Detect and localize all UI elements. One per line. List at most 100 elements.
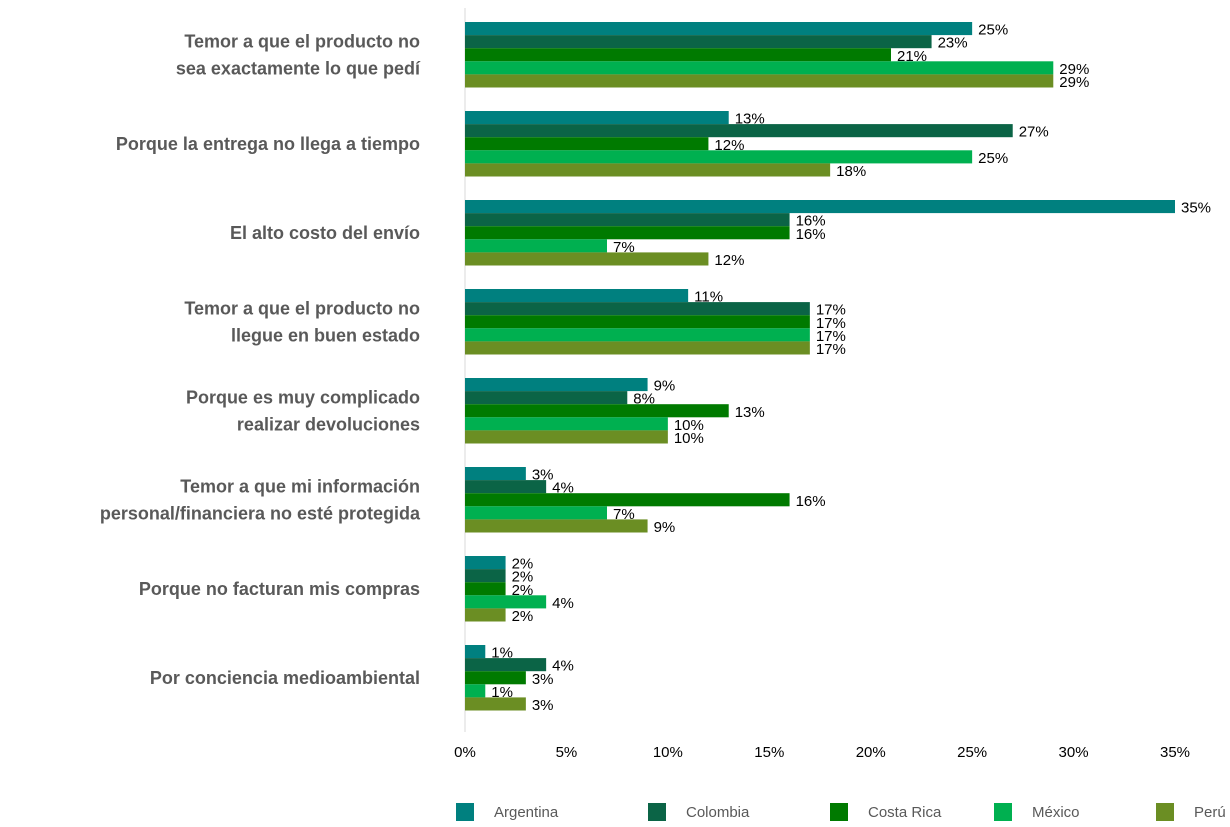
bar-2-0 (465, 200, 1175, 214)
bar-1-0 (465, 111, 729, 125)
data-label-1-0: 13% (735, 111, 765, 128)
data-label-5-1: 4% (552, 480, 574, 497)
data-label-4-0: 9% (654, 378, 676, 395)
bar-3-1 (465, 302, 810, 316)
x-axis-ticks: 0% 5% 10% 15% 20% 25% 30% 35% (454, 744, 1190, 761)
data-label-1-4: 18% (836, 163, 866, 180)
category-label-3-0: Temor a que el producto no (184, 298, 420, 318)
data-label-7-1: 4% (552, 658, 574, 675)
data-label-4-2: 13% (735, 404, 765, 421)
category-label-4-0: Porque es muy complicado (186, 387, 420, 407)
bar-2-2 (465, 226, 790, 240)
data-label-0-3: 29% (1059, 61, 1089, 78)
legend-swatch-0 (456, 803, 474, 821)
data-label-7-2: 3% (532, 671, 554, 688)
category-label-0-1: sea exactamente lo que pedí (176, 58, 421, 78)
x-tick-label-1: 5% (556, 744, 578, 761)
category-labels: Temor a que el producto no sea exactament… (100, 31, 421, 688)
bar-5-2 (465, 493, 790, 507)
bar-4-4 (465, 430, 668, 444)
data-label-3-3: 17% (816, 328, 846, 345)
x-tick-label-4: 20% (856, 744, 886, 761)
bar-0-3 (465, 61, 1054, 75)
bar-5-1 (465, 480, 547, 494)
data-label-3-4: 17% (816, 341, 846, 358)
legend-swatch-4 (1156, 803, 1174, 821)
data-label-7-0: 1% (491, 645, 513, 662)
bar-3-2 (465, 315, 810, 329)
x-tick-label-6: 30% (1059, 744, 1089, 761)
bar-6-3 (465, 595, 547, 609)
bar-1-1 (465, 124, 1013, 138)
category-label-1-0: Porque la entrega no llega a tiempo (116, 134, 420, 154)
bars-group: 25%23%21%29%29%13%27%12%25%18%35%16%16%7… (465, 22, 1211, 714)
data-label-2-1: 16% (796, 213, 826, 230)
legend-swatch-3 (994, 803, 1012, 821)
x-tick-label-3: 15% (754, 744, 784, 761)
bar-5-3 (465, 506, 607, 520)
data-label-3-2: 17% (816, 315, 846, 332)
legend-swatch-1 (648, 803, 666, 821)
bar-3-4 (465, 341, 810, 355)
data-label-4-4: 10% (674, 430, 704, 447)
category-label-5-1: personal/financiera no esté protegida (100, 503, 421, 523)
bar-4-2 (465, 404, 729, 418)
bar-3-3 (465, 328, 810, 342)
bar-2-1 (465, 213, 790, 227)
data-label-4-1: 8% (633, 391, 655, 408)
data-label-6-4: 2% (512, 608, 534, 625)
bar-6-1 (465, 569, 506, 583)
category-label-2-0: El alto costo del envío (230, 223, 420, 243)
data-label-1-1: 27% (1019, 124, 1049, 141)
legend-label-3: México (1032, 804, 1080, 821)
bar-1-2 (465, 137, 709, 151)
data-label-4-3: 10% (674, 417, 704, 434)
data-label-5-0: 3% (532, 467, 554, 484)
data-label-0-2: 21% (897, 48, 927, 65)
data-label-5-3: 7% (613, 506, 635, 523)
data-label-5-4: 9% (654, 519, 676, 536)
data-label-2-4: 12% (714, 252, 744, 269)
data-label-2-3: 7% (613, 239, 635, 256)
legend-label-2: Costa Rica (868, 804, 942, 821)
legend: Argentina Colombia Costa Rica México Perú (456, 803, 1226, 821)
data-label-6-1: 2% (512, 569, 534, 586)
data-label-7-4: 3% (532, 697, 554, 714)
category-label-4-1: realizar devoluciones (237, 414, 420, 434)
data-label-0-4: 29% (1059, 74, 1089, 91)
data-label-0-1: 23% (938, 35, 968, 52)
data-label-1-3: 25% (978, 150, 1008, 167)
data-label-6-2: 2% (512, 582, 534, 599)
bar-0-4 (465, 74, 1054, 88)
data-label-2-2: 16% (796, 226, 826, 243)
bar-7-2 (465, 671, 526, 685)
category-label-3-1: llegue en buen estado (231, 325, 420, 345)
bar-1-4 (465, 163, 831, 177)
legend-label-1: Colombia (686, 804, 750, 821)
x-tick-label-0: 0% (454, 744, 476, 761)
bar-1-3 (465, 150, 973, 164)
bar-7-1 (465, 658, 547, 672)
bar-5-4 (465, 519, 648, 533)
bar-4-0 (465, 378, 648, 392)
bar-6-0 (465, 556, 506, 570)
data-label-2-0: 35% (1181, 200, 1211, 217)
bar-5-0 (465, 467, 526, 481)
bar-0-0 (465, 22, 973, 36)
data-label-5-2: 16% (796, 493, 826, 510)
legend-swatch-2 (830, 803, 848, 821)
data-label-3-1: 17% (816, 302, 846, 319)
category-label-0-0: Temor a que el producto no (184, 31, 420, 51)
data-label-6-3: 4% (552, 595, 574, 612)
bar-2-3 (465, 239, 607, 253)
bar-0-1 (465, 35, 932, 49)
bar-6-4 (465, 608, 506, 622)
x-tick-label-2: 10% (653, 744, 683, 761)
x-tick-label-5: 25% (957, 744, 987, 761)
legend-label-4: Perú (1194, 804, 1226, 821)
bar-4-1 (465, 391, 628, 405)
category-label-5-0: Temor a que mi información (180, 476, 420, 496)
bar-3-0 (465, 289, 689, 303)
